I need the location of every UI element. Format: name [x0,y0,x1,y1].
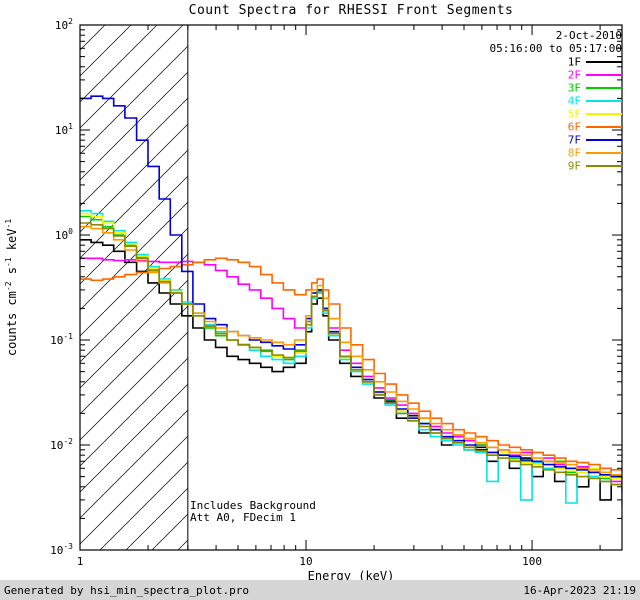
legend-label: 6F [567,120,581,134]
legend-row-9F: 9F [490,159,622,173]
legend-line-swatch [586,100,622,102]
legend-row-8F: 8F [490,146,622,160]
legend-label: 3F [567,81,581,95]
y-tick-label: 10-1 [50,332,73,347]
plot-frame [79,24,623,551]
legend-line-swatch [586,126,622,128]
legend-series: 1F 2F 3F 4F 5F 6F 7F 8F 9F [490,55,622,173]
legend-date: 2-Oct-2010 [555,29,622,42]
legend-line-swatch [586,61,622,63]
y-tick-label: 102 [55,17,73,32]
legend-label: 9F [567,159,581,173]
legend-label: 5F [567,107,581,121]
plot-title: Count Spectra for RHESSI Front Segments [188,3,514,18]
plot-annotations: Includes Background Att A0, FDecim 1 [190,500,316,524]
legend: 2-Oct-2010 05:16:00 to 05:17:00 1F 2F 3F 4F… [489,29,622,173]
legend-row-5F: 5F [490,107,622,121]
y-axis-label: counts cm-2 s-1 keV-1 [4,219,19,356]
legend-row-2F: 2F [490,68,622,82]
legend-line-swatch [586,165,622,167]
legend-row-4F: 4F [490,94,622,108]
legend-label: 1F [567,55,581,69]
annotation-attenuator: Att A0, FDecim 1 [190,511,296,524]
hatch-region [80,25,188,550]
annotation-background: Includes Background [190,499,316,512]
legend-label: 7F [567,133,581,147]
x-tick-label: 10 [299,555,312,568]
y-tick-label: 100 [55,227,73,242]
series-line-5F [80,212,622,482]
x-tick-label: 100 [522,555,542,568]
x-tick-label: 1 [77,555,84,568]
footer-timestamp: 16-Apr-2023 21:19 [523,583,636,597]
footer-bar: Generated by hsi_min_spectra_plot.pro 16… [0,580,640,600]
series-line-9F [80,222,622,487]
series-line-4F [80,210,622,509]
y-tick-label: 10-3 [50,542,73,557]
legend-row-6F: 6F [490,120,622,134]
legend-row-1F: 1F [490,55,622,69]
legend-line-swatch [586,139,622,141]
legend-line-swatch [586,87,622,89]
y-tick-label: 101 [55,122,73,137]
legend-line-swatch [586,152,622,154]
legend-time: 05:16:00 to 05:17:00 [489,42,622,55]
legend-row-3F: 3F [490,81,622,95]
legend-label: 2F [567,68,581,82]
y-tick-label: 10-2 [50,437,73,452]
footer-generator: Generated by hsi_min_spectra_plot.pro [4,583,250,597]
x-axis-label: Energy (keV) [308,569,395,583]
legend-line-swatch [586,113,622,115]
legend-label: 4F [567,94,581,108]
series-group [80,95,622,509]
legend-row-7F: 7F [490,133,622,147]
legend-label: 8F [567,146,581,160]
legend-line-swatch [586,74,622,76]
